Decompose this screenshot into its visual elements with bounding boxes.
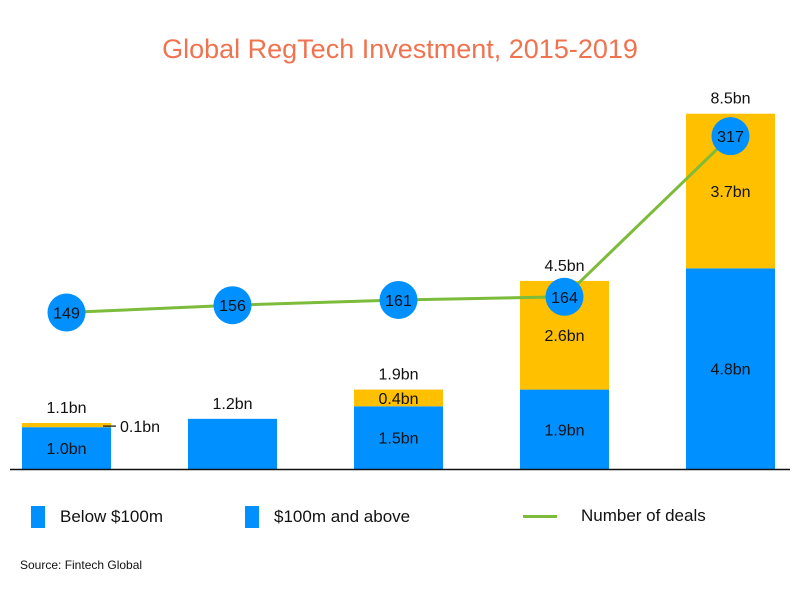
deal-marker <box>47 293 86 332</box>
deal-count-label: 161 <box>385 293 412 310</box>
deal-marker <box>711 117 750 156</box>
legend-swatch-below <box>31 506 45 528</box>
deal-marker <box>545 277 584 316</box>
bar-total-label: 4.5bn <box>544 258 584 275</box>
legend-item-above: $100m and above <box>245 506 410 528</box>
legend-item-deals: Number of deals <box>523 506 706 526</box>
legend-item-below: Below $100m <box>31 506 163 528</box>
legend-line-deals <box>523 514 557 518</box>
bar-below-100m <box>686 268 775 469</box>
bar-label-above: 2.6bn <box>544 328 584 345</box>
bar-below-100m <box>188 418 277 469</box>
bar-total-label: 1.9bn <box>378 367 418 384</box>
bar-below-100m <box>520 389 609 469</box>
bar-100m-and-above <box>354 389 443 407</box>
deal-count-label: 149 <box>53 306 80 323</box>
bar-label-below: 1.0bn <box>46 441 86 458</box>
bar-label-above: 3.7bn <box>710 184 750 201</box>
deal-count-label: 156 <box>219 298 246 315</box>
deal-marker <box>213 286 252 325</box>
bar-total-label: 1.2bn <box>212 396 252 413</box>
bar-total-label: 1.1bn <box>46 400 86 417</box>
bar-label-above: 0.1bn <box>120 419 160 436</box>
legend-label: Below $100m <box>60 507 164 526</box>
bar-label-below: 1.5bn <box>378 431 418 448</box>
bar-below-100m <box>22 427 111 469</box>
deal-marker <box>379 280 418 319</box>
bar-label-above: 0.4bn <box>378 391 418 408</box>
bar-total-label: 8.5bn <box>710 91 750 108</box>
deal-count-label: 317 <box>717 129 744 146</box>
source-note: Source: Fintech Global <box>20 558 143 572</box>
bar-label-below: 1.9bn <box>544 422 584 439</box>
bar-below-100m <box>354 406 443 469</box>
deal-count-label: 164 <box>551 290 578 307</box>
bar-label-below: 4.8bn <box>710 362 750 379</box>
legend-label: $100m and above <box>274 507 411 526</box>
legend-swatch-above <box>245 506 259 528</box>
legend-label: Number of deals <box>581 506 706 525</box>
bar-100m-and-above <box>22 423 111 428</box>
chart-title: Global RegTech Investment, 2015-2019 <box>162 34 638 64</box>
